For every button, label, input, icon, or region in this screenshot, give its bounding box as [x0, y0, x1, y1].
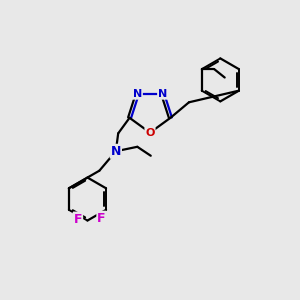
Text: F: F [74, 213, 82, 226]
Text: O: O [145, 128, 155, 138]
Text: N: N [111, 145, 121, 158]
Text: N: N [158, 89, 167, 99]
Text: N: N [133, 89, 142, 99]
Text: F: F [97, 212, 106, 225]
